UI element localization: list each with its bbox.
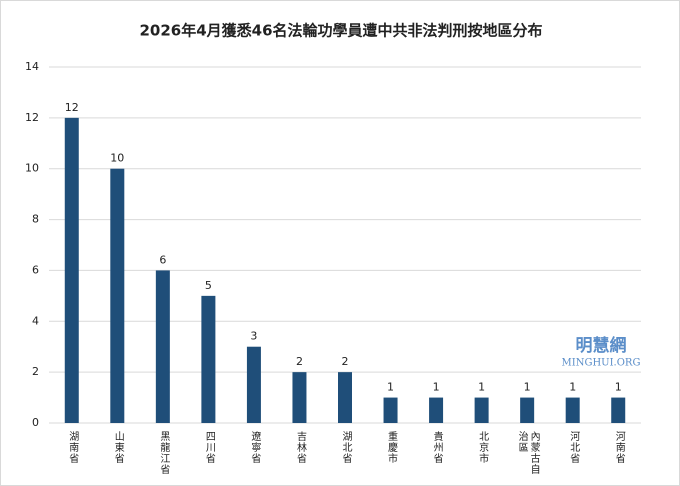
y-tick-label: 2 [32,365,39,378]
x-tick-label: 黑龍江省 [157,431,169,475]
data-label: 12 [65,101,79,114]
x-tick-label: 四川省 [203,431,215,464]
data-label: 10 [110,152,124,165]
bar [565,397,580,423]
x-tick-label: 貴州省 [431,431,443,464]
x-tick-label: 重慶市 [385,431,397,464]
watermark-sub: MINGHUI.ORG [562,358,641,369]
chart-title: 2026年4月獲悉46名法輪功學員遭中共非法判刑按地區分布 [139,22,542,40]
bar [383,397,398,423]
y-tick-label: 0 [32,416,39,429]
data-label: 1 [569,381,576,394]
y-tick-label: 8 [32,213,39,226]
x-tick-label: 河南省 [613,431,625,464]
x-tick-label: 河北省 [567,431,579,464]
data-label: 2 [296,355,303,368]
data-label: 3 [250,330,257,343]
bar [201,295,216,423]
data-label: 6 [159,253,166,266]
bar [429,397,444,423]
x-tick-label: 湖北省 [340,431,351,464]
bar [155,270,170,423]
bar [611,397,626,423]
y-tick-label: 14 [25,60,39,73]
x-tick-label: 北京市 [476,431,488,464]
y-tick-label: 12 [25,111,39,124]
bar [110,168,125,423]
data-label: 1 [433,381,440,394]
x-tick-label: 遼寧省 [248,431,260,464]
data-label: 1 [387,381,394,394]
y-tick-label: 4 [32,314,39,327]
x-tick-label: 吉林省 [294,431,306,464]
x-tick-label: 湖南省 [66,431,78,464]
bar [338,372,352,423]
x-tick-label: 內蒙古自治區 [516,431,540,475]
y-tick-label: 6 [32,263,39,276]
bar [292,372,307,423]
data-label: 5 [205,279,212,292]
data-label: 1 [478,381,485,394]
bar [246,346,261,423]
bar [64,117,79,423]
data-label: 1 [615,381,622,394]
bar [520,397,535,423]
watermark: 明慧網 [576,335,627,356]
data-label: 2 [342,355,349,368]
bar [474,397,489,423]
x-tick-label: 山東省 [112,431,124,464]
y-tick-label: 10 [25,162,39,175]
data-label: 1 [524,381,531,394]
